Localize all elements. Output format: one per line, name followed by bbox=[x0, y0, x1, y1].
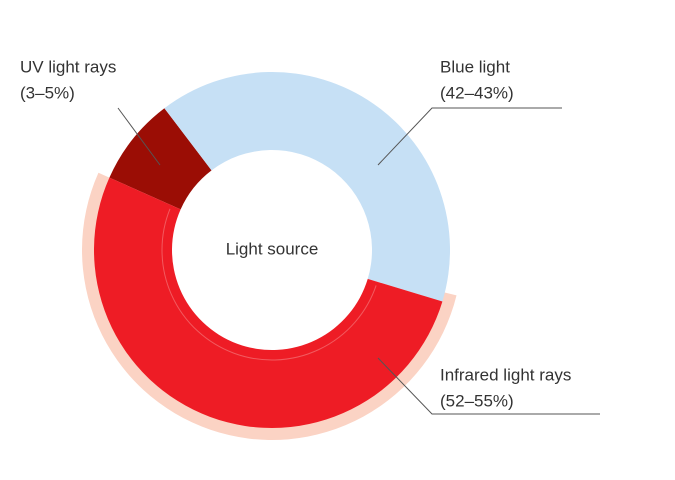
inner-ring bbox=[161, 208, 377, 361]
slice-range: (52–55%) bbox=[440, 391, 514, 410]
leader-line bbox=[117, 107, 161, 166]
slice-range: (3–5%) bbox=[20, 83, 75, 102]
slice-label: Infrared light rays bbox=[440, 365, 571, 384]
slice-label: UV light rays bbox=[20, 57, 116, 76]
slice bbox=[94, 177, 443, 428]
center-label: Light source bbox=[226, 239, 319, 258]
leader-line bbox=[377, 357, 600, 415]
slice bbox=[164, 72, 451, 302]
slice-label: Blue light bbox=[440, 57, 510, 76]
leader-line bbox=[377, 107, 562, 166]
slice bbox=[109, 108, 212, 210]
slice-range: (42–43%) bbox=[440, 83, 514, 102]
